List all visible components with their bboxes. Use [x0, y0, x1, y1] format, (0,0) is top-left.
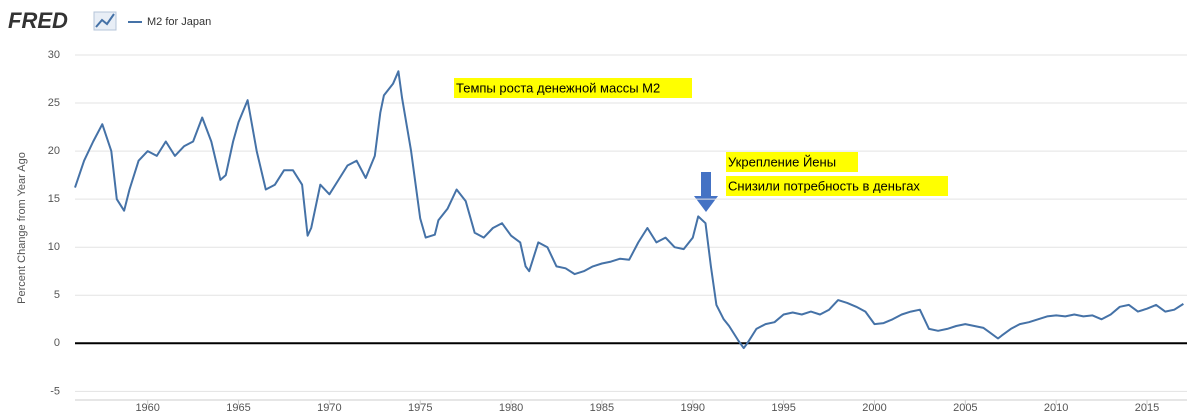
x-tick-label: 2000: [862, 402, 886, 414]
series-line: [74, 70, 1184, 350]
legend-label: M2 for Japan: [147, 16, 211, 28]
highlight: [726, 152, 858, 172]
y-tick-label: 5: [54, 289, 60, 301]
y-tick-label: 0: [54, 337, 60, 349]
highlight: [726, 176, 948, 196]
x-tick-label: 1980: [499, 402, 523, 414]
x-tick-label: 2010: [1044, 402, 1068, 414]
annotation: Снизили потребность в деньгах: [728, 178, 920, 193]
logo-icon: [93, 11, 117, 31]
x-tick-label: 2015: [1135, 402, 1159, 414]
y-tick-label: 30: [48, 49, 60, 61]
highlight: [454, 78, 692, 98]
y-tick-label: 15: [48, 193, 60, 205]
annotation: Укрепление Йены: [728, 154, 836, 169]
arrow: [694, 172, 718, 212]
y-tick-label: -5: [50, 385, 60, 397]
x-tick-label: 1960: [135, 402, 159, 414]
x-tick-label: 1985: [590, 402, 614, 414]
x-tick-label: 1965: [226, 402, 250, 414]
x-tick-label: 1970: [317, 402, 341, 414]
y-tick-label: 10: [48, 241, 60, 253]
x-tick-label: 1995: [771, 402, 795, 414]
y-axis-label: Percent Change from Year Ago: [16, 152, 28, 304]
x-tick-label: 1990: [681, 402, 705, 414]
y-tick-label: 25: [48, 97, 60, 109]
x-tick-label: 2005: [953, 402, 977, 414]
annotation: Темпы роста денежной массы M2: [456, 80, 660, 95]
y-tick-label: 20: [48, 145, 60, 157]
logo: FRED: [8, 8, 68, 33]
x-tick-label: 1975: [408, 402, 432, 414]
